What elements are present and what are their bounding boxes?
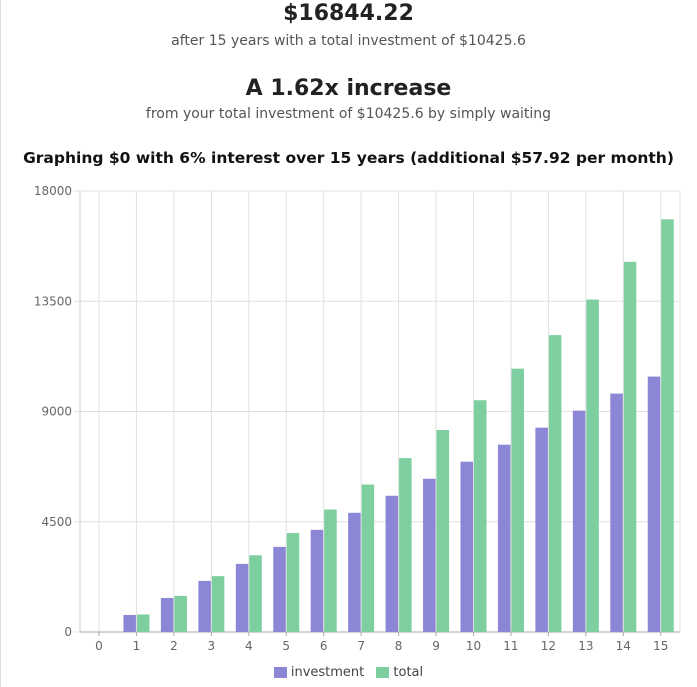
bar-total[interactable] <box>661 219 674 633</box>
bar-total[interactable] <box>211 576 225 632</box>
legend-label-total: total <box>393 665 424 680</box>
x-tick-label: 4 <box>245 639 253 653</box>
x-tick-label: 9 <box>432 639 440 653</box>
x-tick-label: 7 <box>357 639 365 653</box>
bar-investment[interactable] <box>647 376 661 632</box>
x-tick-label: 8 <box>395 639 403 653</box>
x-tick-label: 15 <box>653 639 668 653</box>
chart-title: Graphing $0 with 6% interest over 15 yea… <box>23 149 674 167</box>
legend-item-investment[interactable]: investment <box>273 665 365 680</box>
x-tick-label: 13 <box>578 639 593 653</box>
total-value: $16844.22 <box>283 1 414 26</box>
x-tick-label: 11 <box>503 639 518 653</box>
bar-investment[interactable] <box>273 546 286 632</box>
bar-total[interactable] <box>361 484 375 632</box>
legend-swatch-investment <box>273 667 287 678</box>
bar-investment[interactable] <box>235 563 249 632</box>
x-tick-label: 12 <box>541 639 556 653</box>
bar-total[interactable] <box>324 509 337 632</box>
bar-investment[interactable] <box>423 478 436 632</box>
bar-investment[interactable] <box>123 614 136 632</box>
bar-total[interactable] <box>249 555 262 632</box>
bar-investment[interactable] <box>385 495 399 632</box>
bar-total[interactable] <box>548 335 562 632</box>
y-tick-label: 18000 <box>34 184 72 198</box>
x-tick-label: 1 <box>133 639 141 653</box>
bar-total[interactable] <box>286 533 300 632</box>
increase-subtitle: from your total investment of $10425.6 b… <box>145 106 552 122</box>
bar-investment[interactable] <box>572 410 586 632</box>
increase-multiplier: A 1.62x increase <box>245 76 452 101</box>
bar-total[interactable] <box>399 458 412 632</box>
bar-investment[interactable] <box>348 512 361 632</box>
bar-investment[interactable] <box>460 461 474 632</box>
x-tick-label: 5 <box>282 639 290 653</box>
bar-total[interactable] <box>436 429 450 632</box>
bar-total[interactable] <box>474 400 487 632</box>
x-tick-label: 6 <box>320 639 328 653</box>
x-tick-label: 10 <box>466 639 481 653</box>
legend-item-total[interactable]: total <box>376 665 423 680</box>
bar-total[interactable] <box>511 368 524 632</box>
total-value-subtitle: after 15 years with a total investment o… <box>171 33 526 49</box>
y-tick-label: 9000 <box>41 405 72 419</box>
y-tick-label: 0 <box>64 625 72 639</box>
y-tick-label: 4500 <box>41 515 72 529</box>
bar-total[interactable] <box>586 299 599 632</box>
chart-legend: investment total <box>0 665 697 682</box>
bar-investment[interactable] <box>535 427 548 632</box>
y-tick-label: 13500 <box>34 294 72 308</box>
bar-investment[interactable] <box>198 580 211 632</box>
bar-investment[interactable] <box>310 529 324 632</box>
left-border <box>0 0 1 687</box>
bar-total[interactable] <box>136 614 150 632</box>
bar-investment[interactable] <box>160 597 174 632</box>
legend-label-investment: investment <box>290 665 365 680</box>
x-tick-label: 2 <box>170 639 178 653</box>
x-tick-label: 3 <box>208 639 216 653</box>
bar-investment[interactable] <box>610 393 623 632</box>
x-tick-label: 0 <box>95 639 103 653</box>
bar-investment[interactable] <box>497 444 511 632</box>
x-tick-label: 14 <box>616 639 631 653</box>
bar-total[interactable] <box>623 261 637 632</box>
bar-total[interactable] <box>174 595 187 632</box>
legend-swatch-total <box>376 667 390 678</box>
